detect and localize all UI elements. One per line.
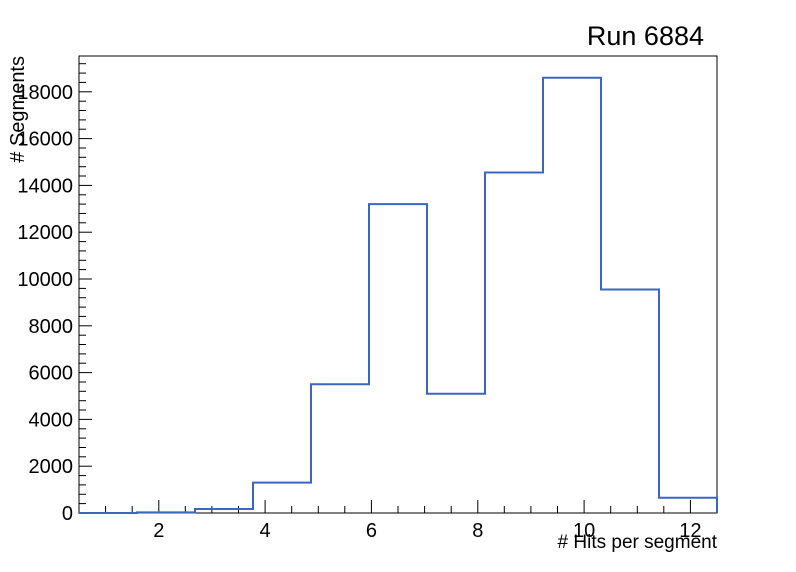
x-axis: 2 4 6 8 10 12 [105,500,702,542]
histogram-line [79,76,718,514]
x-tick-label: 8 [472,520,483,542]
chart-title: Run 6884 [586,21,704,51]
y-axis: 0 2000 4000 6000 8000 10000 12000 14000 16000 180… [17,63,92,525]
y-tick-label: 10000 [17,269,73,291]
y-tick-label: 12000 [17,222,73,244]
y-tick-label: 4000 [29,409,74,431]
plot-frame [78,55,718,514]
y-axis-title: # Segments [7,56,29,163]
y-tick-label: 6000 [29,363,74,385]
x-axis-title: # Hits per segment [557,532,717,553]
y-tick-label: 8000 [29,316,74,338]
x-tick-label: 12 [679,520,701,542]
y-tick-label: 14000 [17,175,73,197]
x-tick-label: 6 [366,520,377,542]
y-tick-label: 0 [62,503,73,525]
x-tick-label: 2 [153,520,164,542]
x-tick-label: 10 [573,520,595,542]
y-tick-label: 16000 [17,129,73,151]
y-tick-label: 2000 [29,456,74,478]
x-tick-label: 4 [260,520,271,542]
y-tick-label: 18000 [17,82,73,104]
